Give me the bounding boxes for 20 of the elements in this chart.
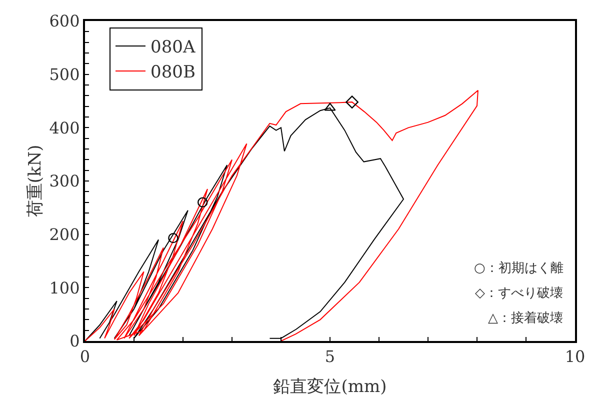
point xyxy=(198,197,208,208)
y-tick-label: 400 xyxy=(49,118,80,138)
y-tick-label: 500 xyxy=(49,64,80,84)
x-tick-label: 10 xyxy=(564,347,586,366)
y-tick-label: 600 xyxy=(49,12,80,31)
annotation: △：接着破壊 xyxy=(488,310,563,326)
y-axis-title: 荷重(kN) xyxy=(25,144,46,218)
x-tick-label: 5 xyxy=(324,347,336,366)
y-tick-label: 0 xyxy=(70,332,80,351)
point xyxy=(346,96,358,109)
annotation: ○：初期はく離 xyxy=(474,261,564,276)
x-axis-title: 鉛直変位(mm) xyxy=(273,377,387,398)
y-tick-label: 200 xyxy=(49,224,80,244)
legend-label: 080A xyxy=(150,38,196,58)
y-tick-label: 300 xyxy=(49,172,80,191)
legend-label: 080B xyxy=(150,62,196,83)
point xyxy=(324,102,336,111)
y-tick-label: 100 xyxy=(49,278,80,298)
point xyxy=(168,232,178,244)
annotation: ◇：すべり破壊 xyxy=(475,286,563,301)
